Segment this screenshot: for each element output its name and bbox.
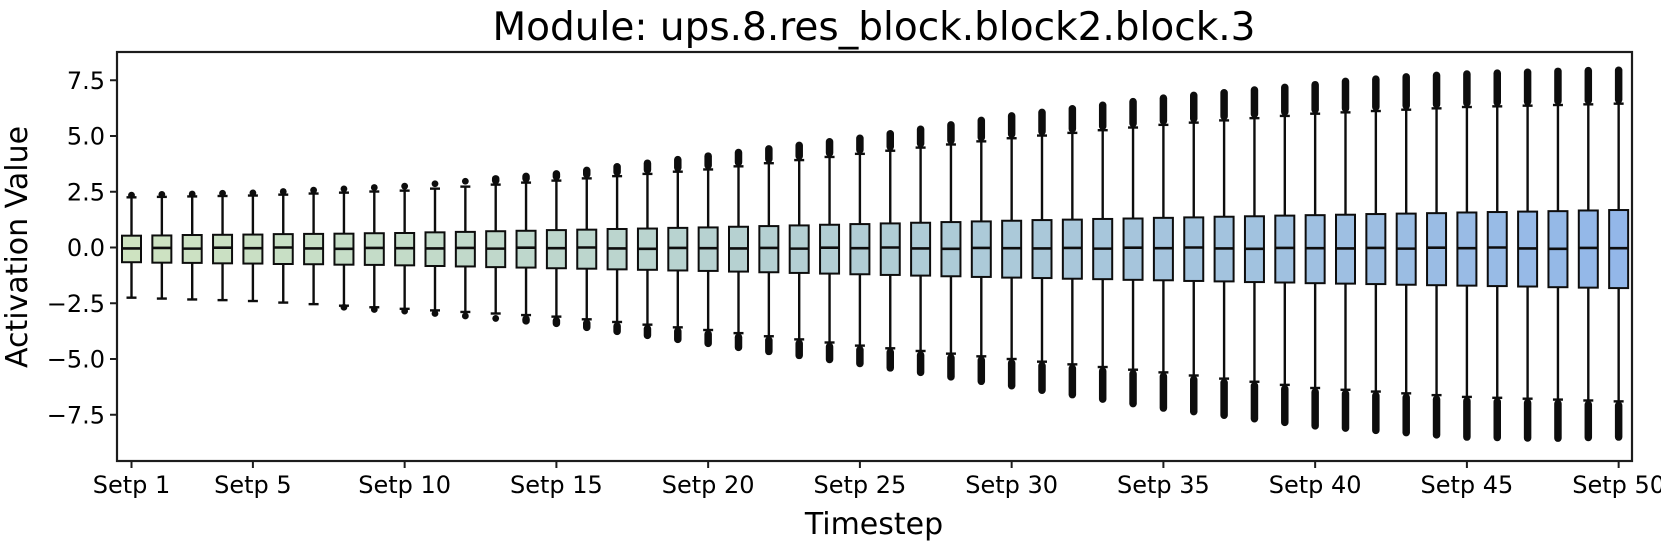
box-step-16 — [576, 228, 598, 270]
upper-outlier-dot — [219, 189, 226, 197]
x-tick-label: Setp 1 — [93, 471, 171, 499]
x-tick-label: Setp 30 — [965, 471, 1058, 499]
y-tick-label: −5.0 — [47, 346, 105, 374]
x-tick-label: Setp 45 — [1420, 471, 1513, 499]
y-tick-label: 0.0 — [67, 234, 105, 262]
upper-outlier-dot — [461, 177, 469, 185]
box-step-6 — [272, 233, 294, 266]
upper-outlier-dot — [158, 191, 166, 198]
lower-outlier-dot — [431, 310, 439, 317]
x-tick-label: Setp 15 — [510, 471, 603, 499]
lower-outlier-dot — [370, 306, 378, 313]
chart-title: Module: ups.8.res_block.block2.block.3 — [493, 5, 1256, 50]
box-step-4 — [212, 233, 234, 265]
y-tick-label: 5.0 — [67, 123, 105, 151]
box-step-46 — [1486, 211, 1508, 288]
plot-area: 7.5 5.0 2.5 0.0 −2.5 −5.0 −7.5 Setp 1 Setp 5 Setp… — [47, 50, 1661, 499]
x-tick-label: Setp 50 — [1572, 471, 1661, 499]
box-step-44 — [1426, 212, 1448, 287]
box-step-24 — [819, 223, 841, 275]
x-axis-label: Timestep — [804, 507, 943, 542]
box-step-36 — [1183, 216, 1205, 282]
lower-outlier-dot — [401, 307, 409, 315]
y-axis-label: Activation Value — [0, 126, 35, 368]
upper-outlier-dot — [249, 189, 257, 197]
lower-outlier-dot — [492, 315, 500, 322]
y-tick-label: −2.5 — [47, 290, 105, 318]
upper-outlier-dot — [279, 188, 287, 195]
upper-outlier-dot — [310, 186, 317, 194]
upper-outlier-dot — [370, 184, 378, 191]
box-step-26 — [879, 222, 901, 276]
y-tick-label: −7.5 — [47, 401, 105, 429]
x-tick-label: Setp 25 — [813, 471, 906, 499]
y-tick-label: 7.5 — [67, 67, 105, 95]
upper-outlier-dot — [431, 180, 439, 188]
lower-outlier-dot — [340, 303, 348, 311]
upper-outlier-dot — [340, 185, 348, 193]
x-tick-label: Setp 5 — [214, 471, 292, 499]
lower-outlier-dot — [461, 312, 469, 320]
upper-outlier-dot — [128, 191, 135, 199]
box-step-14 — [515, 229, 537, 269]
y-tick-label: 2.5 — [67, 178, 105, 206]
upper-outlier-dot — [188, 190, 196, 198]
x-tick-label: Setp 35 — [1117, 471, 1210, 499]
x-tick-label: Setp 40 — [1269, 471, 1362, 499]
x-tick-label: Setp 20 — [662, 471, 755, 499]
box-step-34 — [1122, 217, 1144, 281]
x-tick-label: Setp 10 — [358, 471, 451, 499]
upper-outlier-dot — [401, 182, 409, 190]
